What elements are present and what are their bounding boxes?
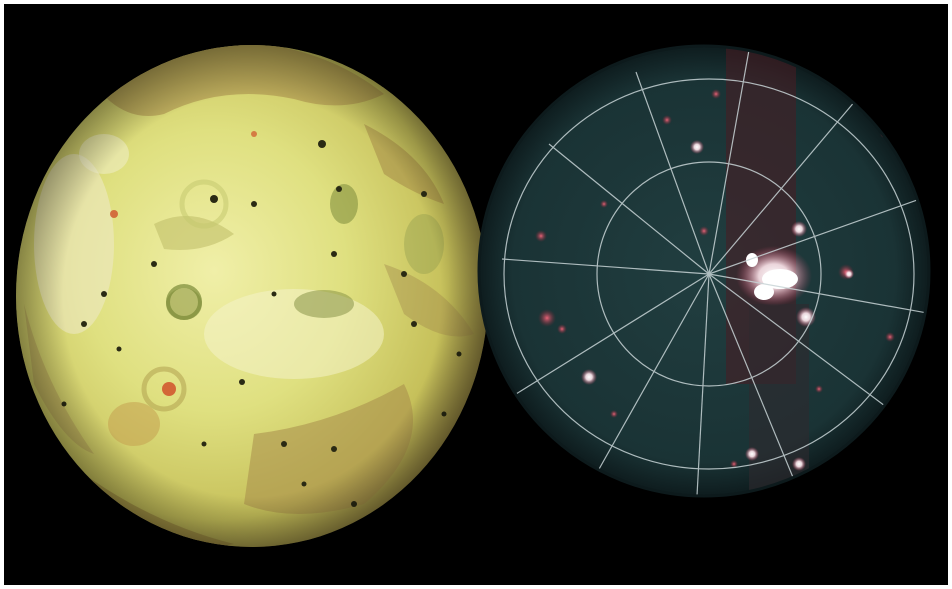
- limb-darkening: [16, 45, 488, 547]
- black-background: [4, 4, 948, 585]
- infrared-disc-edge: [477, 44, 931, 498]
- infrared-moon: [477, 44, 931, 498]
- infrared-disc: [479, 46, 929, 496]
- bright-hotspots: [581, 140, 854, 471]
- moon-comparison-scene: [16, 44, 931, 547]
- latitude-longitude-grid: [501, 49, 929, 496]
- visible-light-moon: [16, 45, 488, 547]
